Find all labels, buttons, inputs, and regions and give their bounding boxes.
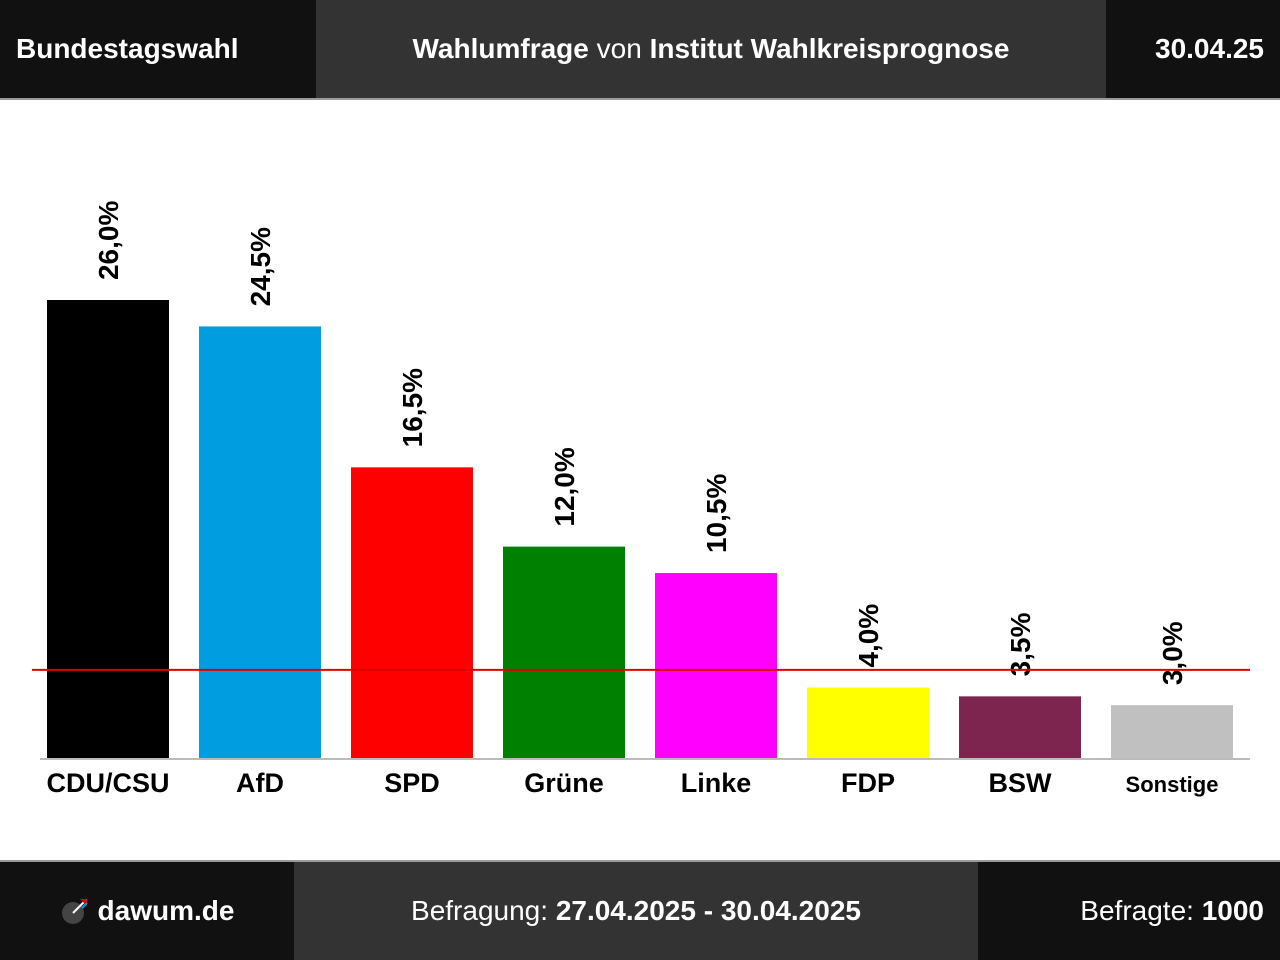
value-label: 3,5% (1005, 612, 1036, 676)
bar-afd (199, 326, 321, 758)
institute-name: Institut Wahlkreisprognose (649, 33, 1010, 64)
poll-title-bold-1: Wahlumfrage (412, 33, 589, 64)
header-bar: Bundestagswahl Wahlumfrage von Institut … (0, 0, 1280, 100)
category-label: CDU/CSU (46, 768, 169, 798)
value-label: 24,5% (245, 227, 276, 306)
category-label: SPD (384, 768, 440, 798)
poll-title: Wahlumfrage von Institut Wahlkreisprogno… (316, 0, 1106, 98)
category-label: FDP (841, 768, 895, 798)
category-label: Grüne (524, 768, 604, 798)
bar-cdu-csu (47, 300, 169, 758)
bar-gr-ne (503, 546, 625, 758)
value-label: 10,5% (701, 474, 732, 553)
poll-date: 30.04.25 (1155, 33, 1264, 64)
category-label: AfD (236, 768, 284, 798)
value-label: 12,0% (549, 447, 580, 526)
survey-period-value: 27.04.2025 - 30.04.2025 (555, 895, 861, 926)
value-label: 4,0% (853, 604, 884, 668)
survey-period: Befragung: 27.04.2025 - 30.04.2025 (294, 862, 978, 960)
bar-chart: 26,0% CDU/CSU 24,5% AfD 16,5% SPD 12,0% Grüne 10… (32, 201, 1250, 798)
dawum-logo-icon (61, 899, 88, 924)
respondents-value: 1000 (1201, 895, 1264, 926)
bar-sonstige (1111, 705, 1233, 758)
bar-fdp (807, 687, 929, 758)
election-title: Bundestagswahl (16, 33, 239, 64)
footer-bar: dawum.de Befragung: 27.04.2025 - 30.04.2… (0, 860, 1280, 960)
respondents-label: Befragte: (1080, 895, 1202, 926)
value-label: 16,5% (397, 368, 428, 447)
value-label: 3,0% (1157, 621, 1188, 685)
brand-name: dawum.de (97, 895, 235, 926)
category-label: Linke (681, 768, 752, 798)
category-label: BSW (989, 768, 1053, 798)
poll-title-connector: von (588, 33, 650, 64)
bar-linke (655, 573, 777, 758)
survey-period-label: Befragung: (411, 895, 556, 926)
category-label: Sonstige (1126, 772, 1219, 797)
value-label: 26,0% (93, 201, 124, 280)
brand[interactable]: dawum.de (0, 862, 294, 960)
bar-bsw (959, 696, 1081, 758)
respondents: Befragte: 1000 (978, 862, 1280, 960)
bar-spd (351, 467, 473, 758)
